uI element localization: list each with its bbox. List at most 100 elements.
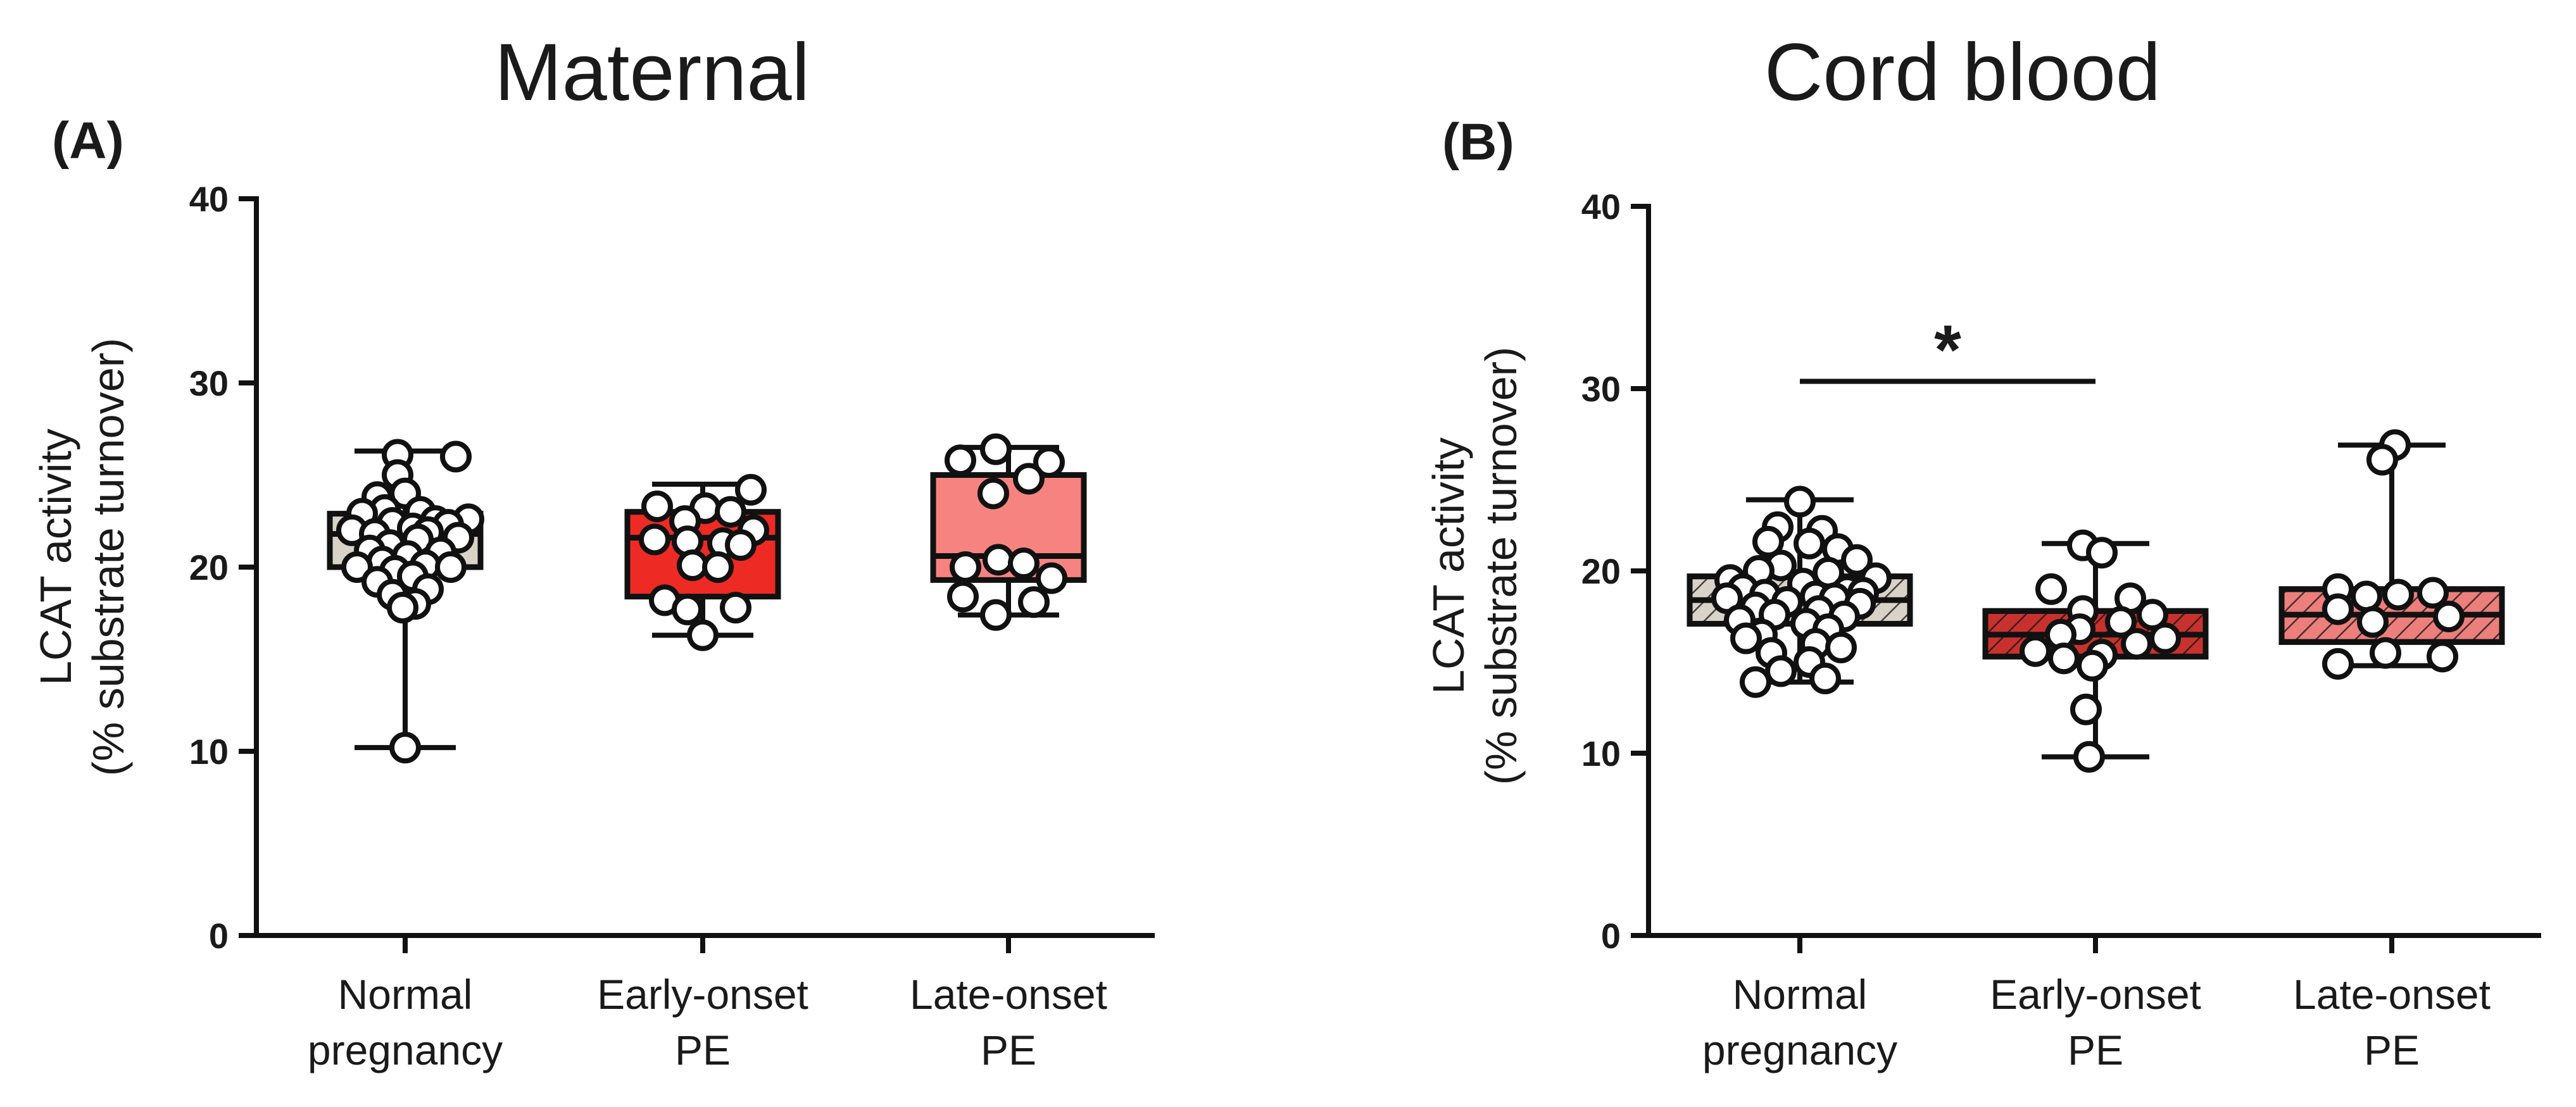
panel-a-xlabel-early-line2: PE — [675, 1027, 731, 1073]
panel-b-xlabel-normal-line1: Normal — [1733, 971, 1868, 1018]
panel-b-xlabel-normal-line2: pregnancy — [1702, 1027, 1897, 1073]
data-point — [435, 551, 467, 583]
data-point — [1730, 622, 1762, 654]
data-point — [2137, 599, 2168, 631]
data-point — [687, 619, 719, 651]
panel-b-marks — [1687, 429, 2505, 773]
data-point — [2382, 579, 2414, 611]
data-point — [983, 544, 1014, 576]
data-point — [1841, 544, 1873, 576]
data-point — [2086, 537, 2118, 569]
panel-a-ylabel-line1: LCAT activity — [31, 428, 80, 685]
data-point — [387, 592, 418, 624]
panel-b-x-labels: Normal pregnancy Early-onset PE Late-ons… — [1702, 971, 2491, 1073]
panel-b-title: Cord blood — [1764, 27, 2161, 118]
panel-a-group-1 — [624, 473, 781, 651]
data-point — [1784, 485, 1816, 518]
data-point — [672, 593, 703, 625]
data-point — [1018, 586, 1050, 618]
data-point — [2322, 647, 2354, 680]
panel-b-xlabel-late-line2: PE — [2364, 1027, 2420, 1073]
data-point — [1033, 446, 1065, 478]
data-point — [947, 580, 979, 613]
panel-a-label: (A) — [52, 112, 124, 170]
panel-a-y-tick-label: 40 — [189, 179, 229, 219]
data-point — [735, 473, 767, 506]
data-point — [641, 490, 673, 522]
panel-a-xlabel-normal-line1: Normal — [338, 971, 473, 1018]
panel-a: Maternal (A) LCAT activity (% substrate … — [31, 27, 1155, 1073]
panel-b-y-tick-label: 20 — [1581, 551, 1621, 591]
data-point — [1008, 547, 1040, 580]
data-point — [702, 551, 734, 583]
data-point — [2351, 580, 2382, 613]
data-point — [980, 599, 1012, 631]
data-point — [980, 433, 1012, 465]
data-point — [2370, 637, 2401, 669]
panel-a-xlabel-late-line1: Late-onset — [910, 971, 1107, 1018]
data-point — [1740, 666, 1771, 698]
data-point — [2077, 649, 2108, 682]
panel-a-marks — [327, 433, 1087, 764]
data-point — [440, 441, 472, 473]
panel-b-xlabel-early-line2: PE — [2068, 1027, 2123, 1073]
data-point — [950, 551, 981, 583]
panel-a-axes: 0 10 20 30 40 — [189, 179, 1155, 956]
panel-b-xlabel-early-line1: Early-onset — [1990, 971, 2201, 1018]
data-point — [945, 444, 976, 477]
data-point — [977, 477, 1009, 510]
panel-a-group-0 — [327, 439, 484, 764]
panel-b-ylabel-line1: LCAT activity — [1424, 437, 1473, 694]
panel-a-x-labels: Normal pregnancy Early-onset PE Late-ons… — [308, 971, 1107, 1073]
significance-star: * — [1934, 311, 1961, 389]
data-point — [1013, 463, 1045, 495]
data-point — [1752, 525, 1784, 558]
data-point — [1794, 527, 1825, 560]
panel-a-y-tick-label: 30 — [189, 363, 229, 403]
data-point — [725, 529, 757, 561]
data-point — [1036, 562, 1067, 594]
panel-a-y-tick-label: 0 — [209, 916, 229, 956]
data-point — [2073, 741, 2105, 773]
panel-b-y-tick-label: 10 — [1581, 734, 1621, 773]
data-point — [2105, 606, 2137, 638]
data-point — [639, 523, 670, 556]
panel-a-y-tick-label: 10 — [189, 732, 229, 772]
panel-b-significance: * — [1800, 311, 2095, 389]
panel-b-group-0 — [1687, 485, 1913, 698]
data-point — [2357, 606, 2389, 638]
data-point — [1765, 655, 1797, 687]
panel-a-group-2 — [930, 433, 1087, 631]
data-point — [2035, 573, 2067, 605]
data-point — [2149, 622, 2181, 654]
data-point — [2433, 601, 2465, 632]
data-point — [2322, 593, 2354, 625]
panel-a-title: Maternal — [494, 27, 810, 118]
panel-b-y-tick-label: 40 — [1581, 187, 1621, 227]
data-point — [715, 496, 746, 528]
panel-b-ylabel-line2: (% substrate turnover) — [1476, 347, 1526, 785]
data-point — [2417, 577, 2449, 609]
panel-a-xlabel-late-line2: PE — [981, 1027, 1036, 1073]
panel-b-y-tick-label: 30 — [1581, 369, 1621, 409]
panel-b: Cord blood (B) LCAT activity (% substrat… — [1424, 27, 2541, 1073]
data-point — [1825, 631, 1857, 663]
data-point — [2427, 641, 2458, 673]
data-point — [2366, 444, 2398, 476]
panel-b-axes: 0 10 20 30 40 — [1581, 187, 2541, 956]
data-point — [2121, 628, 2152, 660]
data-point — [2070, 693, 2102, 725]
panel-a-y-tick-label: 20 — [189, 547, 229, 587]
data-point — [1809, 662, 1841, 694]
data-point — [389, 732, 421, 764]
panel-a-xlabel-normal-line2: pregnancy — [308, 1027, 503, 1073]
panel-a-xlabel-early-line1: Early-onset — [597, 971, 808, 1018]
data-point — [2048, 642, 2080, 675]
data-point — [341, 551, 373, 583]
data-point — [2020, 635, 2051, 667]
panel-b-group-2 — [2278, 429, 2505, 680]
panel-b-xlabel-late-line1: Late-onset — [2293, 971, 2491, 1018]
panel-b-group-1 — [1982, 529, 2209, 773]
